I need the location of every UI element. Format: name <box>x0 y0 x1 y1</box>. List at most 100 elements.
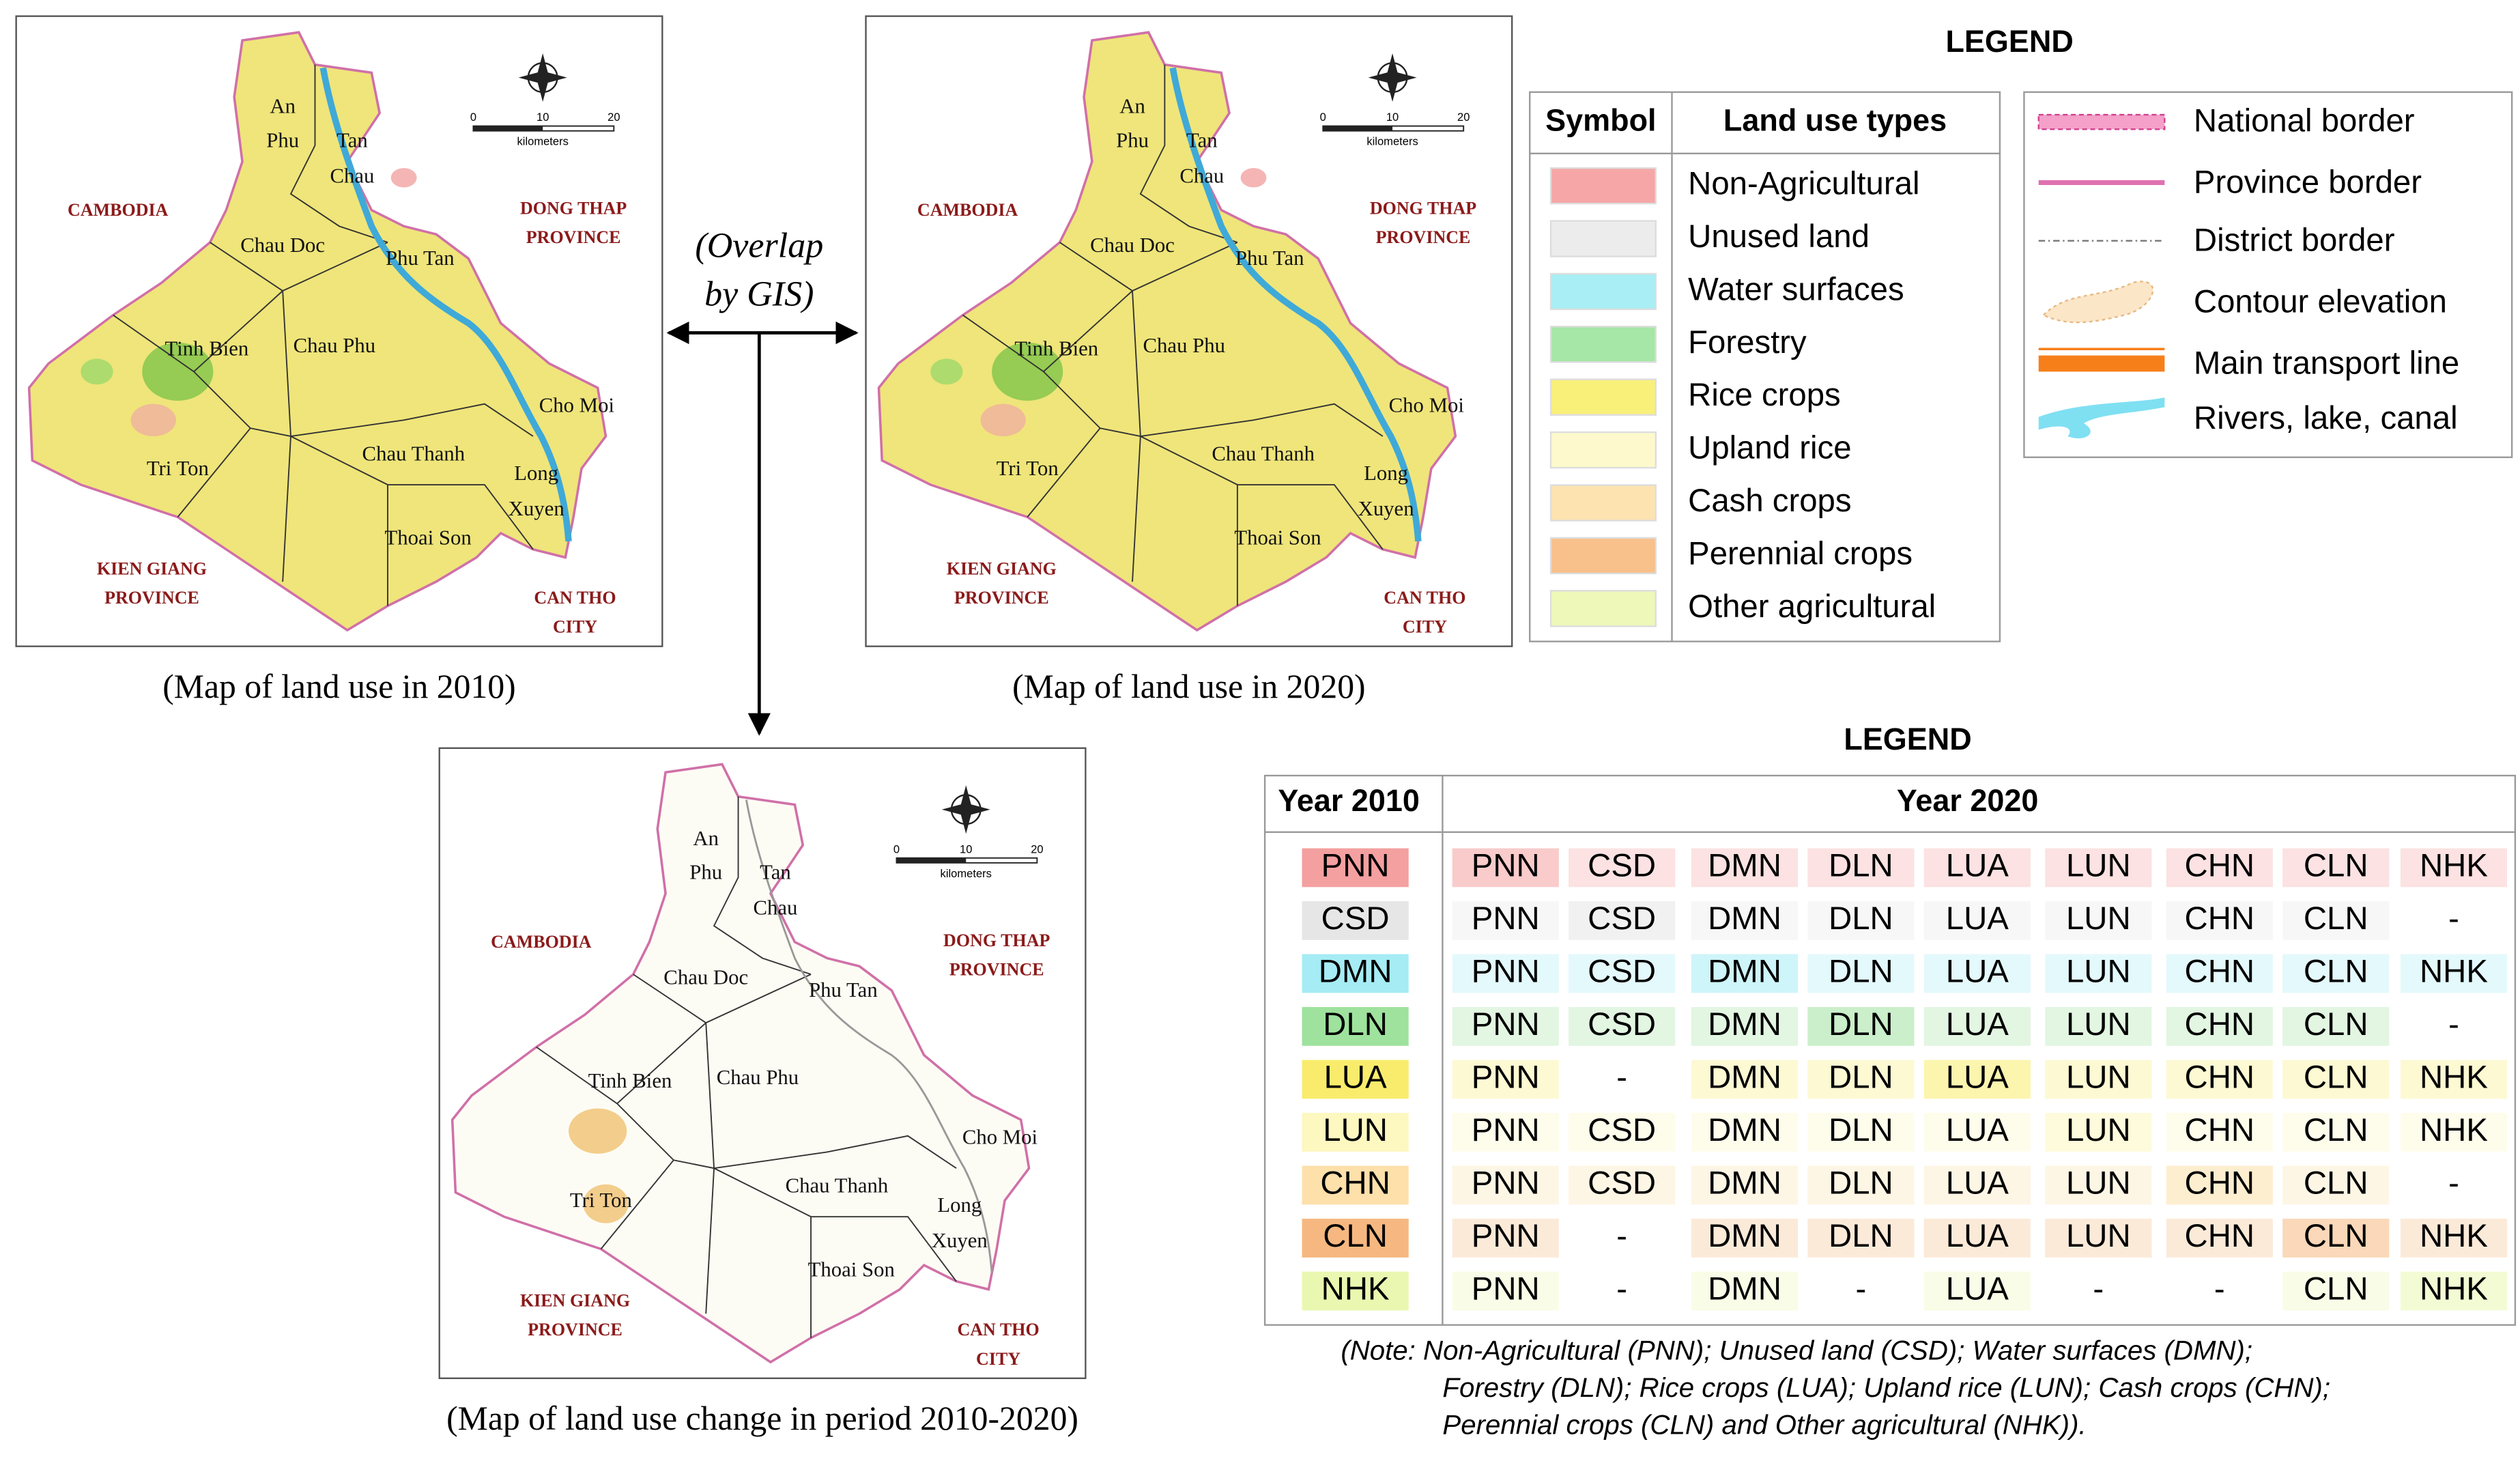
legend1-label: Non-Agricultural <box>1688 166 1919 202</box>
code-2020: CLN <box>2304 900 2368 937</box>
code-2010: CLN <box>1323 1218 1388 1254</box>
code-2020: NHK <box>2420 847 2488 883</box>
code-swatch <box>1302 1007 1409 1046</box>
code-swatch <box>1302 1219 1409 1258</box>
cell-bg <box>1923 954 2031 993</box>
place-label: Phu <box>266 128 299 152</box>
code-2020: LUA <box>1946 1271 2009 1307</box>
place-label: An <box>1119 95 1145 118</box>
cell-bg <box>2045 1113 2152 1152</box>
code-2020: - <box>1856 1271 1867 1307</box>
place-label: Chau Thanh <box>362 442 466 465</box>
cell-bg <box>1452 901 1559 940</box>
region-label: PROVINCE <box>528 1320 622 1339</box>
code-2020: CSD <box>1588 1165 1656 1201</box>
map-caption: (Map of land use in 2020) <box>1012 668 1365 705</box>
note: (Note: Non-Agricultural (PNN); Unused la… <box>1341 1335 2252 1366</box>
legend1-label: Rice crops <box>1688 377 1841 413</box>
legend1-swatch <box>1549 590 1657 627</box>
legend1-box <box>1529 91 2001 642</box>
cell-bg <box>2400 1271 2508 1311</box>
code-2020: LUA <box>1946 953 2009 989</box>
code-2020: PNN <box>1472 953 1540 989</box>
code-2020: LUN <box>2066 953 2131 989</box>
code-2020: NHK <box>2420 1059 2488 1095</box>
code-2020: PNN <box>1472 1112 1540 1148</box>
region-label: CITY <box>976 1349 1020 1369</box>
district-border <box>1139 64 1238 243</box>
code-2020: NHK <box>2420 1112 2488 1148</box>
region-label: CAMBODIA <box>917 200 1018 220</box>
river <box>745 799 993 1274</box>
region-label: KIEN GIANG <box>520 1291 630 1311</box>
code-2020: PNN <box>1472 1271 1540 1307</box>
cell-bg <box>2045 901 2152 940</box>
code-2020: LUN <box>2066 1112 2131 1148</box>
legend-title: LEGEND <box>1945 24 2073 59</box>
cell-bg <box>1691 1165 1799 1205</box>
code-2020: DMN <box>1708 1165 1781 1201</box>
region-label: DONG THAP <box>943 931 1050 950</box>
legend1-swatch <box>1549 431 1657 469</box>
code-2020: LUN <box>2066 900 2131 937</box>
district-border <box>1140 436 1384 550</box>
land-patch <box>980 403 1026 437</box>
symbol-national <box>2037 113 2166 130</box>
code-2020: LUN <box>2066 1059 2131 1095</box>
code-2020: - <box>2448 900 2459 937</box>
cell-bg <box>1691 1007 1799 1046</box>
place-label: Chau Doc <box>1090 233 1175 257</box>
cell-bg <box>2166 1113 2273 1152</box>
scale-label: 10 <box>536 111 549 124</box>
place-label: Tri Ton <box>147 457 209 480</box>
scale-label: kilometers <box>517 135 568 148</box>
compass <box>941 785 990 834</box>
code-swatch <box>1302 901 1409 940</box>
code-swatch <box>1302 1271 1409 1311</box>
region-label: PROVINCE <box>954 588 1049 608</box>
code-2020: DMN <box>1708 953 1781 989</box>
code-2020: LUA <box>1946 1006 2009 1042</box>
place-label: Long <box>1364 462 1408 485</box>
code-2020: PNN <box>1472 900 1540 937</box>
place-label: Chau Phu <box>293 334 375 357</box>
place-label: Chau Thanh <box>786 1174 889 1197</box>
code-2020: CHN <box>2185 1165 2255 1201</box>
change-patch <box>569 1108 627 1154</box>
code-2020: DLN <box>1829 900 1893 937</box>
place-label: Cho Moi <box>539 393 614 416</box>
legend1-swatch <box>1549 220 1657 257</box>
code-2020: DLN <box>1829 1112 1893 1148</box>
cell-bg <box>1569 954 1676 993</box>
cell-bg <box>1807 1165 1915 1205</box>
code-2020: - <box>2093 1271 2104 1307</box>
land-patch <box>930 358 963 385</box>
cell-bg <box>2166 1060 2273 1099</box>
cell-bg <box>2282 1113 2390 1152</box>
cell-bg <box>2400 848 2508 888</box>
code-2020: CLN <box>2304 1059 2368 1095</box>
cell-bg <box>2400 1060 2508 1099</box>
legend2-symbols <box>2023 91 2513 458</box>
place-label: Long <box>514 462 558 485</box>
cell-bg <box>2166 954 2273 993</box>
code-2020: CLN <box>2304 847 2368 883</box>
scale-label: kilometers <box>941 867 992 880</box>
cell-bg <box>2045 1165 2152 1205</box>
overlap-label: (Overlap <box>695 226 823 265</box>
code-2020: CLN <box>2304 1271 2368 1307</box>
code-2020: DLN <box>1829 1165 1893 1201</box>
cell-bg <box>1923 848 2031 888</box>
note: Perennial crops (CLN) and Other agricult… <box>1442 1409 2086 1440</box>
code-2020: DMN <box>1708 1059 1781 1095</box>
place-label: Thoai Son <box>385 526 472 550</box>
code-2020: PNN <box>1472 1006 1540 1042</box>
code-2020: DMN <box>1708 1112 1781 1148</box>
code-2020: PNN <box>1472 1218 1540 1254</box>
district-border <box>289 64 388 243</box>
scale-label: 0 <box>1320 111 1326 124</box>
code-2010: PNN <box>1321 847 1390 883</box>
legend1-swatch <box>1549 378 1657 416</box>
region-label: CAN THO <box>1384 588 1465 608</box>
